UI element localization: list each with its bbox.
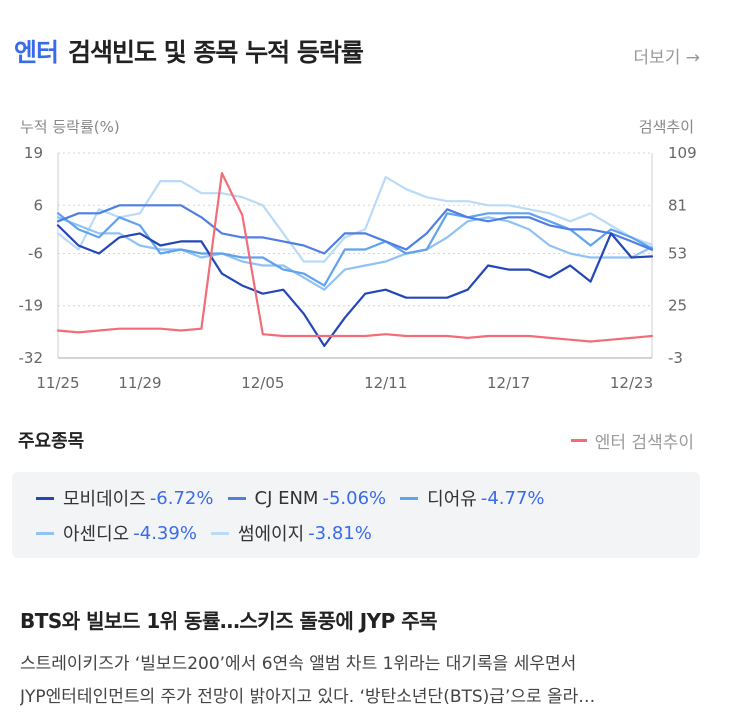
legend-stock-change: -4.77%: [480, 487, 545, 509]
legend-stock-name: CJ ENM: [254, 487, 319, 509]
x-tick-label: 11/29: [118, 374, 161, 392]
search-trend-legend[interactable]: 엔터 검색추이: [570, 428, 694, 453]
series-line-stock-2: [56, 204, 654, 255]
legend-swatch: [227, 496, 246, 500]
news-summary-line: JYP엔터테인먼트의 주가 전망이 밝아지고 있다. ‘방탄소년단(BTS)급’…: [20, 687, 596, 707]
legend-item-stock[interactable]: 썸에이지 -3.81%: [210, 520, 372, 546]
right-axis-title: 검색추이: [638, 118, 694, 136]
left-tick-label: -32: [19, 349, 44, 367]
section-title: 주요종목: [18, 431, 85, 452]
legend-stock-change: -5.06%: [322, 487, 387, 509]
legend-swatch: [210, 531, 229, 535]
x-tick-label: 12/17: [487, 374, 530, 392]
right-tick-label: 25: [668, 297, 687, 315]
search-trend-swatch: [570, 439, 587, 442]
legend-stock-change: -6.72%: [149, 487, 214, 509]
news-summary-line: 스트레이키즈가 ‘빌보드200’에서 6연속 앨범 차트 1위라는 대기록을 세…: [20, 654, 577, 674]
legend-swatch: [400, 496, 419, 500]
left-tick-label: 19: [24, 144, 43, 162]
x-tick-label: 12/23: [610, 374, 653, 392]
legend-item-stock[interactable]: 모비데이즈 -6.72%: [36, 485, 214, 511]
legend-stock-name: 모비데이즈: [63, 489, 146, 510]
legend-item-stock[interactable]: 아센디오 -4.39%: [36, 520, 197, 546]
left-tick-label: -19: [19, 297, 44, 315]
stock-legend-row-2: 아센디오 -4.39% 썸에이지 -3.81%: [36, 520, 386, 546]
search-trend-label: 엔터 검색추이: [594, 433, 694, 453]
news-summary[interactable]: 스트레이키즈가 ‘빌보드200’에서 6연속 앨범 차트 1위라는 대기록을 세…: [20, 648, 720, 714]
left-tick-label: 6: [33, 196, 43, 214]
x-tick-label: 11/25: [36, 374, 79, 392]
legend-stock-name: 썸에이지: [237, 524, 305, 545]
stock-legend-row-1: 모비데이즈 -6.72% CJ ENM -5.06% 디어유 -4.77%: [36, 485, 559, 511]
left-tick-label: -6: [28, 244, 43, 262]
legend-swatch: [36, 496, 54, 500]
title-accent: 엔터: [14, 38, 59, 67]
page-title: 엔터 검색빈도 및 종목 누적 등락률: [14, 33, 364, 69]
legend-item-stock[interactable]: CJ ENM -5.06%: [227, 487, 387, 509]
x-tick-label: 12/11: [364, 374, 407, 392]
legend-item-stock[interactable]: 디어유 -4.77%: [400, 485, 545, 511]
right-tick-label: -3: [668, 349, 683, 367]
legend-stock-name: 아센디오: [63, 524, 130, 545]
right-tick-label: 81: [668, 196, 687, 214]
legend-stock-name: 디어유: [427, 489, 477, 510]
stock-legend-box: [12, 472, 700, 558]
right-tick-label: 53: [668, 244, 687, 262]
more-link[interactable]: 더보기 →: [633, 48, 700, 68]
news-headline[interactable]: BTS와 빌보드 1위 동률…스키즈 돌풍에 JYP 주목: [20, 609, 438, 633]
series-line-search-trend: [56, 172, 654, 343]
chart: 19 109 6 81 -6 53 -19 25 -32 -3 11/25 11/29 12/05 12/…: [19, 144, 697, 392]
x-tick-label: 12/05: [241, 374, 284, 392]
legend-swatch: [36, 531, 54, 535]
series-line-stock-3: [56, 212, 654, 287]
legend-stock-change: -4.39%: [133, 522, 197, 544]
right-tick-label: 109: [668, 144, 697, 162]
legend-stock-change: -3.81%: [308, 522, 372, 544]
series-line-stock-1: [56, 224, 654, 347]
title-text: 검색빈도 및 종목 누적 등락률: [68, 38, 364, 67]
left-axis-title: 누적 등락률(%): [20, 118, 120, 136]
